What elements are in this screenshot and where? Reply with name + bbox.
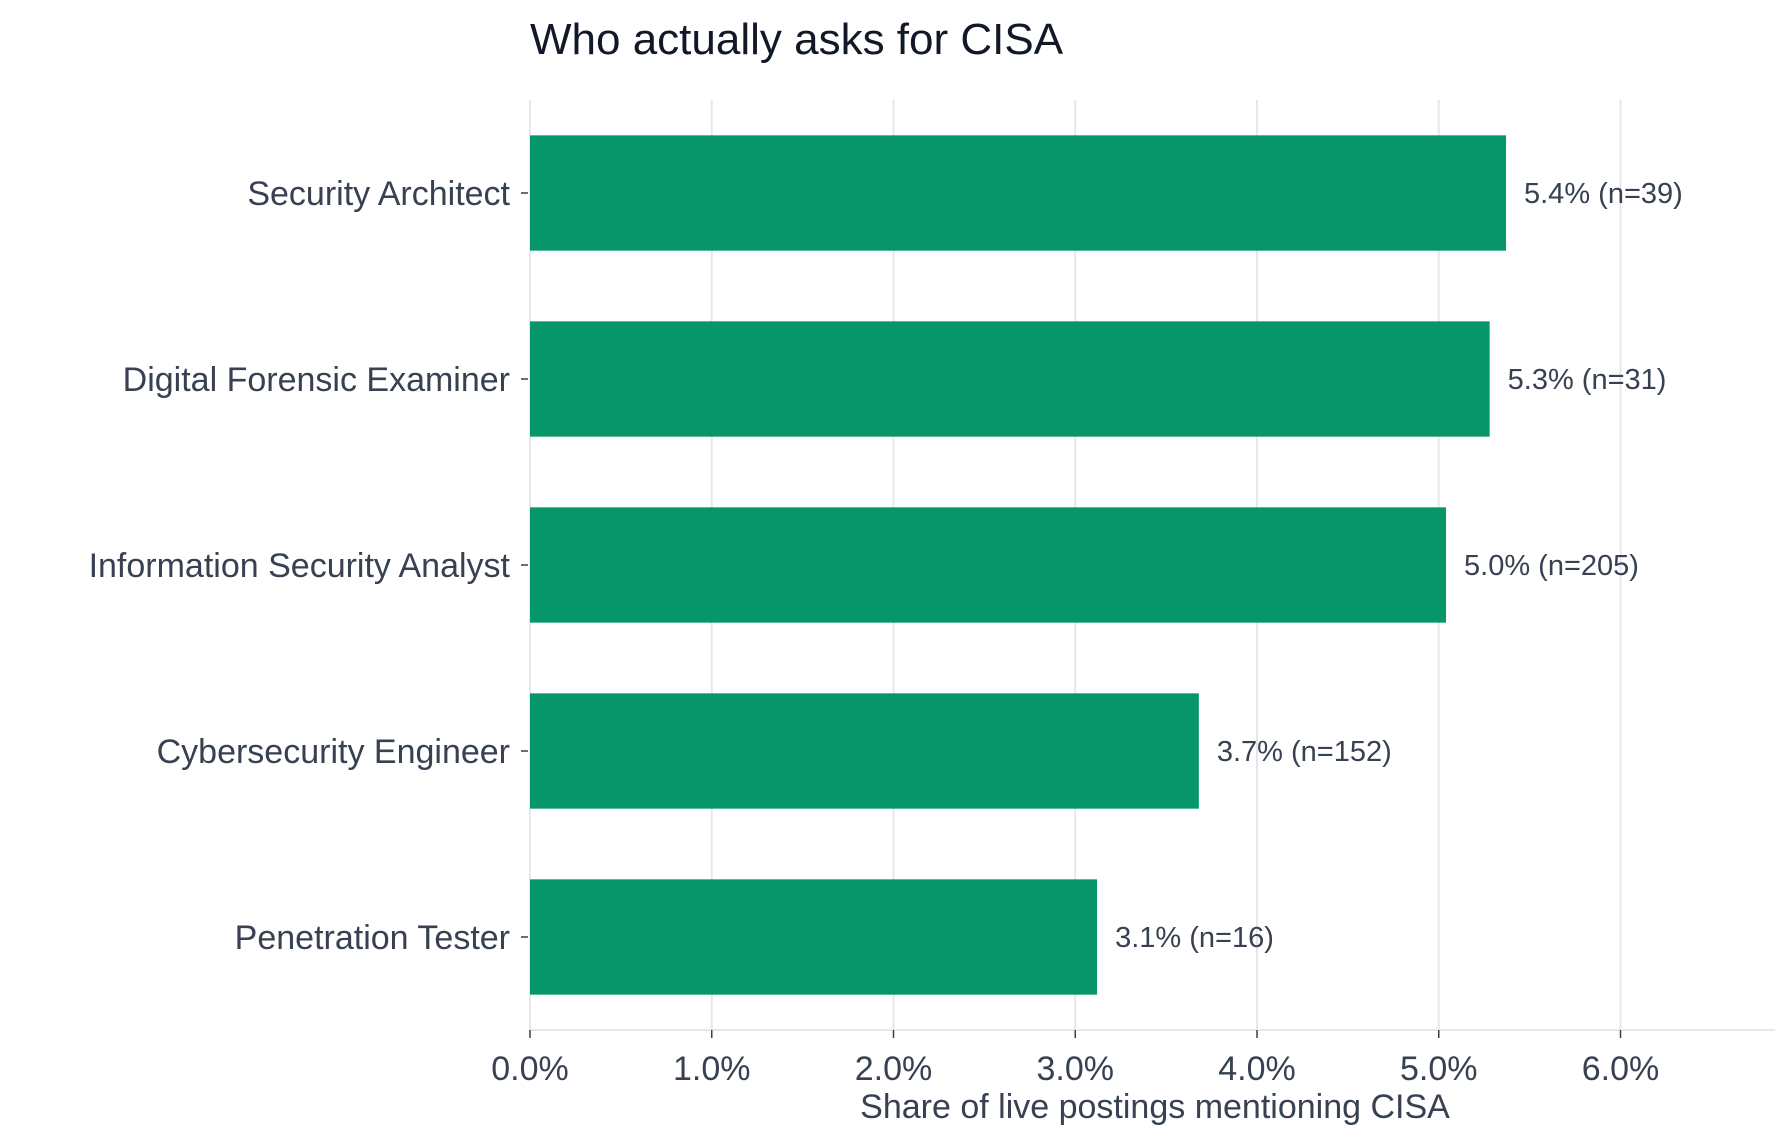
bar — [530, 135, 1507, 251]
x-tick-label: 3.0% — [1037, 1050, 1115, 1088]
chart-title: Who actually asks for CISA — [530, 15, 1064, 64]
category-label: Security Architect — [247, 175, 510, 213]
x-tick-label: 5.0% — [1400, 1050, 1478, 1088]
x-tick-label: 2.0% — [855, 1050, 933, 1088]
bar — [530, 693, 1199, 809]
bar — [530, 321, 1490, 437]
bar — [530, 507, 1447, 623]
value-label: 5.0% (n=205) — [1464, 550, 1639, 582]
bar — [530, 879, 1098, 995]
x-axis-label: Share of live postings mentioning CISA — [860, 1088, 1450, 1126]
x-tick-label: 1.0% — [673, 1050, 751, 1088]
category-label: Digital Forensic Examiner — [123, 361, 510, 399]
value-label: 5.3% (n=31) — [1508, 364, 1667, 396]
value-label: 3.7% (n=152) — [1217, 736, 1392, 768]
category-labels: Security Architect Digital Forensic Exami… — [89, 175, 528, 957]
category-label: Cybersecurity Engineer — [157, 733, 510, 771]
value-label: 5.4% (n=39) — [1524, 178, 1683, 210]
x-tick-label: 4.0% — [1218, 1050, 1296, 1088]
category-label: Penetration Tester — [235, 919, 510, 957]
x-axis-ticks: 0.0% 1.0% 2.0% 3.0% 4.0% 5.0% 6.0% — [491, 1030, 1659, 1088]
value-label: 3.1% (n=16) — [1115, 922, 1274, 954]
value-labels: 5.4% (n=39) 5.3% (n=31) 5.0% (n=205) 3.7% (… — [1115, 178, 1683, 954]
x-tick-label: 6.0% — [1582, 1050, 1660, 1088]
category-label: Information Security Analyst — [89, 547, 511, 585]
x-tick-label: 0.0% — [491, 1050, 569, 1088]
bars — [530, 135, 1507, 995]
